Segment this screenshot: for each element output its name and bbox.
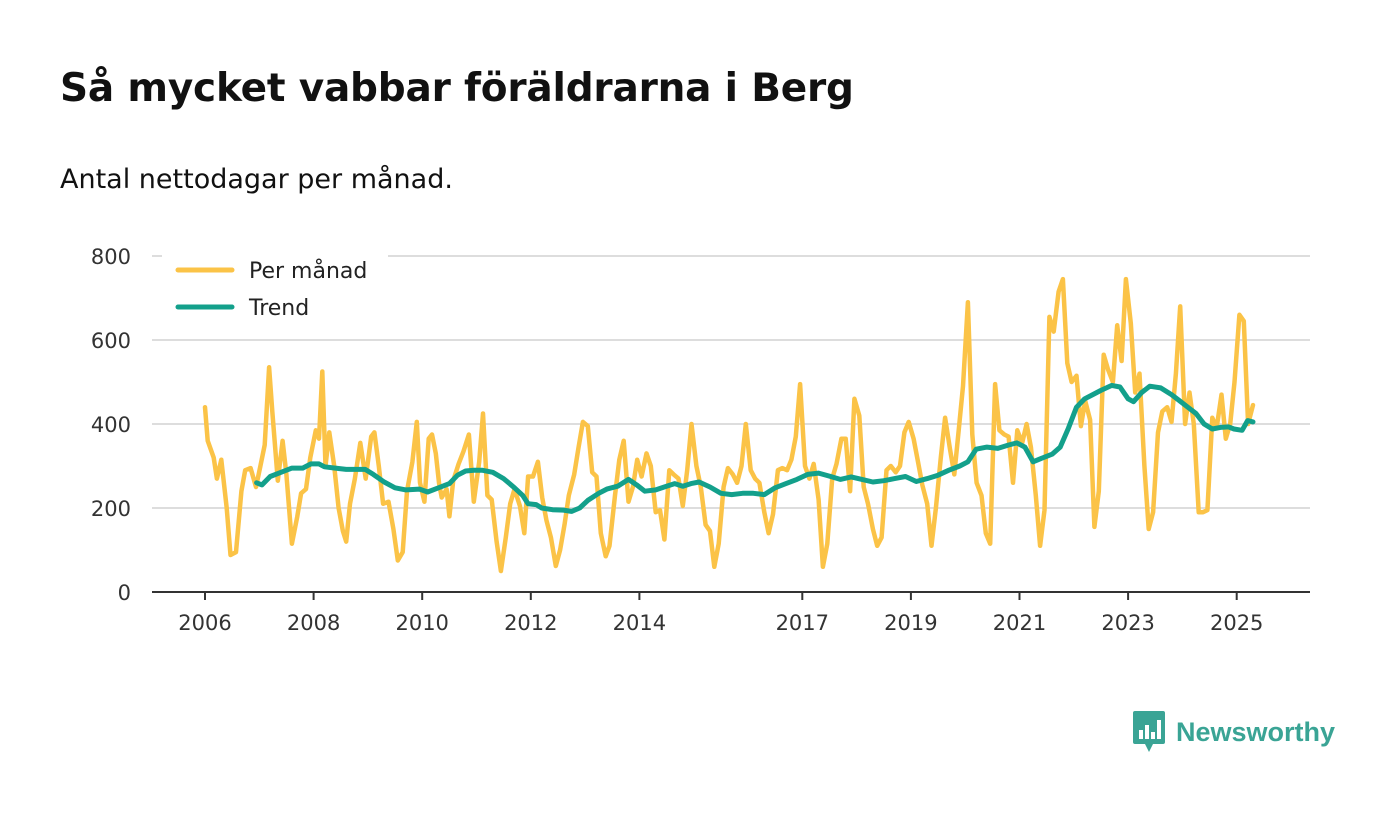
legend-label: Per månad	[249, 258, 367, 284]
y-tick-label: 0	[118, 581, 131, 605]
legend: Per månad Trend	[162, 248, 388, 334]
x-tick-label: 2025	[1210, 611, 1263, 635]
x-tick-label: 2023	[1101, 611, 1154, 635]
y-tick-label: 200	[91, 497, 131, 521]
x-tick-label: 2017	[776, 611, 829, 635]
x-tick-label: 2012	[504, 611, 557, 635]
legend-label: Trend	[248, 296, 309, 321]
x-tick-label: 2014	[613, 611, 666, 635]
y-tick-label: 800	[91, 245, 131, 269]
chart-title: Så mycket vabbar föräldrarna i Berg	[60, 66, 854, 111]
x-tick-label: 2021	[993, 611, 1046, 635]
y-axis-labels: 0 200 400 600 800	[91, 245, 131, 605]
x-axis-ticks: 2006 2008 2010 2012 2014 2017 2019 2021 2023 2025	[178, 592, 1263, 635]
x-tick-label: 2008	[287, 611, 340, 635]
newsworthy-logo: Newsworthy	[1132, 710, 1335, 754]
y-tick-label: 400	[91, 413, 131, 437]
series-lines	[202, 276, 1256, 574]
series-line-trend	[254, 382, 1256, 514]
chart-subtitle: Antal nettodagar per månad.	[60, 164, 453, 195]
series-line-per-month	[202, 276, 1256, 574]
y-tick-label: 600	[91, 329, 131, 353]
newsworthy-logo-icon	[1133, 711, 1165, 752]
legend-background	[162, 248, 388, 334]
x-tick-label: 2010	[395, 611, 448, 635]
x-tick-label: 2006	[178, 611, 231, 635]
brand-name: Newsworthy	[1176, 716, 1336, 747]
x-tick-label: 2019	[884, 611, 937, 635]
